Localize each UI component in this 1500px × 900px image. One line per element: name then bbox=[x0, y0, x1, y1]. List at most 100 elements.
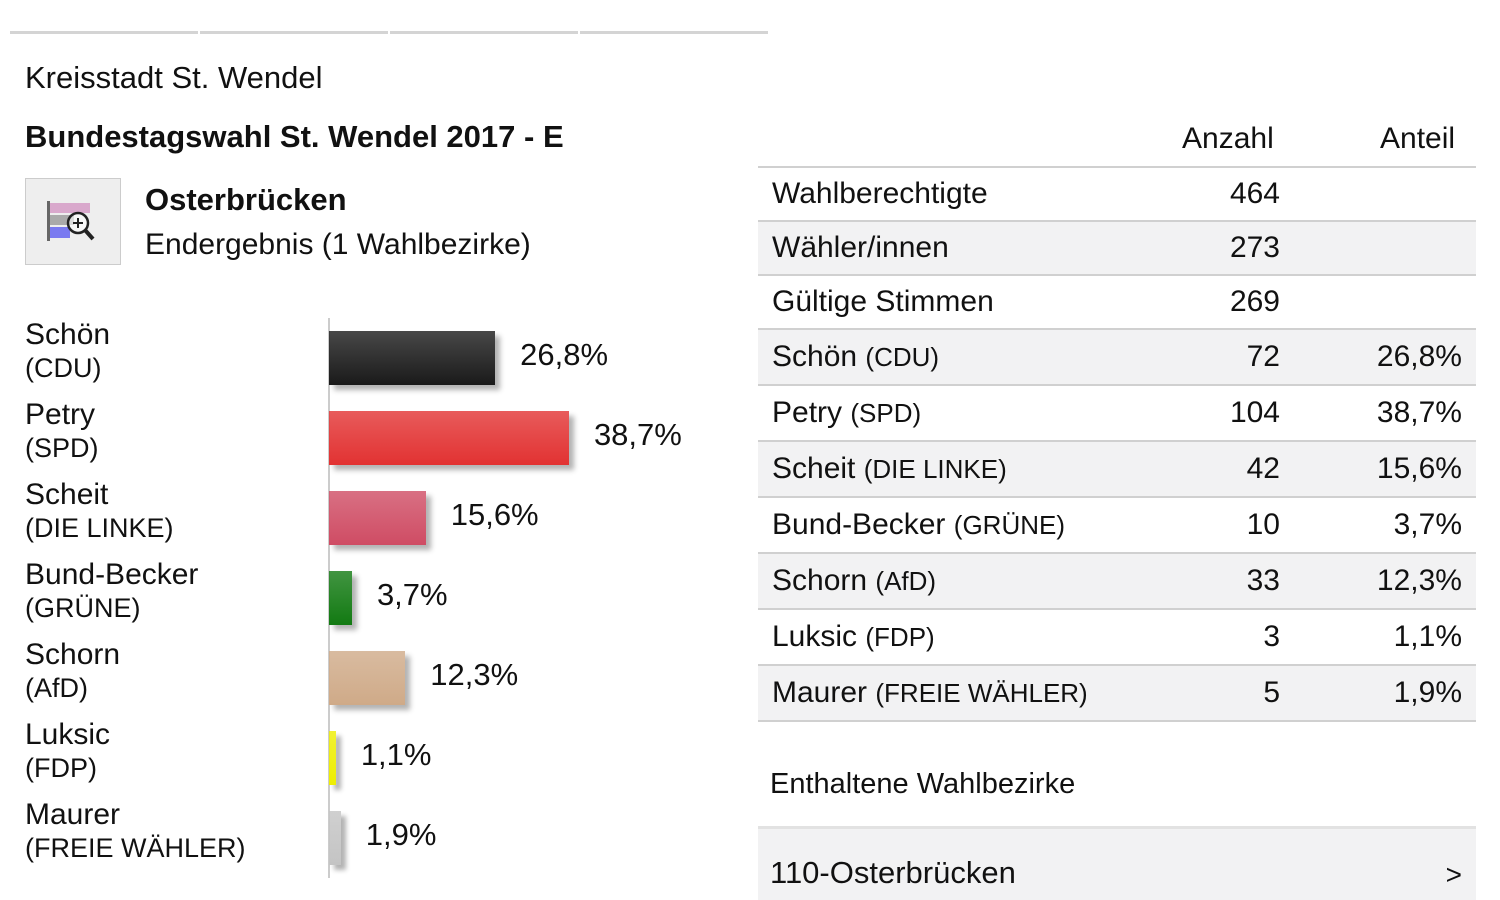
data-label: 12,3% bbox=[430, 657, 519, 692]
row-share: 1,9% bbox=[1393, 676, 1462, 709]
row-party: (GRÜNE) bbox=[953, 510, 1065, 540]
candidate-label: Schorn (AfD) bbox=[25, 638, 120, 704]
candidate-label: Scheit (DIE LINKE) bbox=[25, 478, 174, 544]
row-share: 26,8% bbox=[1376, 340, 1462, 373]
candidate-name: Maurer bbox=[25, 798, 121, 831]
row-name: Maurer (FREIE WÄHLER) bbox=[772, 676, 1088, 710]
row-count: 273 bbox=[1229, 231, 1280, 264]
row-count: 33 bbox=[1246, 564, 1280, 597]
row-label: Bund-Becker bbox=[772, 508, 946, 541]
row-party: (FREIE WÄHLER) bbox=[875, 678, 1088, 708]
bar bbox=[329, 811, 341, 865]
row-count: 42 bbox=[1246, 452, 1280, 485]
candidate-party: (CDU) bbox=[25, 353, 102, 383]
candidate-party: (FREIE WÄHLER) bbox=[25, 833, 246, 863]
row-name: Luksic (FDP) bbox=[772, 620, 935, 654]
data-label: 38,7% bbox=[593, 417, 682, 452]
row-name: Schön (CDU) bbox=[772, 340, 939, 374]
tab[interactable] bbox=[200, 31, 388, 34]
row-count: 104 bbox=[1229, 396, 1280, 429]
row-share: 38,7% bbox=[1376, 396, 1462, 429]
candidate-name: Petry bbox=[25, 398, 96, 431]
tab[interactable] bbox=[580, 31, 768, 34]
data-label: 15,6% bbox=[450, 497, 539, 532]
row-share: 1,1% bbox=[1393, 620, 1462, 653]
election-title: Bundestagswahl St. Wendel 2017 - E bbox=[25, 119, 564, 154]
districts-title: Enthaltene Wahlbezirke bbox=[770, 768, 1076, 800]
header-share: Anteil bbox=[1380, 122, 1456, 155]
data-label: 1,1% bbox=[360, 737, 432, 772]
row-label: Scheit bbox=[772, 452, 856, 485]
row-share: 3,7% bbox=[1393, 508, 1462, 541]
row-count: 10 bbox=[1246, 508, 1280, 541]
bar bbox=[329, 411, 569, 465]
candidate-label: Bund-Becker (GRÜNE) bbox=[25, 558, 198, 624]
bar bbox=[329, 731, 336, 785]
candidate-party: (GRÜNE) bbox=[25, 593, 141, 623]
row-label: Maurer bbox=[772, 676, 868, 709]
zoom-chart-button[interactable] bbox=[25, 178, 121, 265]
divider bbox=[758, 166, 1476, 168]
candidate-name: Schorn bbox=[25, 638, 121, 671]
row-label: Luksic bbox=[772, 620, 858, 653]
row-label: Wähler/innen bbox=[772, 231, 949, 264]
row-party: (FDP) bbox=[865, 622, 935, 652]
row-share: 15,6% bbox=[1376, 452, 1462, 485]
table-row: Schorn (AfD) 33 12,3% bbox=[758, 554, 1476, 610]
table-row: Wahlberechtigte 464 bbox=[758, 168, 1476, 222]
candidate-party: (SPD) bbox=[25, 433, 99, 463]
table-row: Wähler/innen 273 bbox=[758, 222, 1476, 276]
row-party: (SPD) bbox=[850, 398, 922, 428]
row-label: Gültige Stimmen bbox=[772, 285, 994, 318]
row-label: Petry bbox=[772, 396, 843, 429]
row-name: Wähler/innen bbox=[772, 231, 949, 265]
result-status: Endergebnis (1 Wahlbezirke) bbox=[145, 228, 531, 261]
table-row: Bund-Becker (GRÜNE) 10 3,7% bbox=[758, 498, 1476, 554]
row-count: 269 bbox=[1229, 285, 1280, 318]
candidate-party: (AfD) bbox=[25, 673, 88, 703]
row-party: (DIE LINKE) bbox=[863, 454, 1007, 484]
row-party: (AfD) bbox=[875, 566, 937, 596]
candidate-party: (DIE LINKE) bbox=[25, 513, 174, 543]
chevron-right-icon: > bbox=[1445, 859, 1462, 890]
row-name: Wahlberechtigte bbox=[772, 177, 988, 211]
candidate-name: Scheit bbox=[25, 478, 109, 511]
candidate-party: (FDP) bbox=[25, 753, 97, 783]
candidate-label: Luksic (FDP) bbox=[25, 718, 110, 784]
row-count: 464 bbox=[1229, 177, 1280, 210]
data-label: 3,7% bbox=[376, 577, 448, 612]
row-share: 12,3% bbox=[1376, 564, 1462, 597]
candidate-label: Schön (CDU) bbox=[25, 318, 110, 384]
row-count: 3 bbox=[1263, 620, 1280, 653]
bar bbox=[329, 491, 426, 545]
row-count: 5 bbox=[1263, 676, 1280, 709]
district-name: Osterbrücken bbox=[145, 182, 347, 217]
candidate-name: Luksic bbox=[25, 718, 111, 751]
bar bbox=[329, 651, 406, 705]
row-count: 72 bbox=[1246, 340, 1280, 373]
data-label: 1,9% bbox=[365, 817, 437, 852]
table-row: Petry (SPD) 104 38,7% bbox=[758, 386, 1476, 442]
row-label: Schorn bbox=[772, 564, 868, 597]
row-name: Bund-Becker (GRÜNE) bbox=[772, 508, 1065, 542]
tab-bar[interactable] bbox=[10, 31, 768, 34]
district-label: 110-Osterbrücken bbox=[770, 855, 1016, 890]
tab[interactable] bbox=[10, 31, 198, 34]
tab[interactable] bbox=[390, 31, 578, 34]
row-label: Schön bbox=[772, 340, 858, 373]
table-row: Maurer (FREIE WÄHLER) 5 1,9% bbox=[758, 666, 1476, 722]
district-list-item[interactable]: 110-Osterbrücken > bbox=[758, 826, 1476, 900]
row-name: Schorn (AfD) bbox=[772, 564, 936, 598]
table-row: Luksic (FDP) 3 1,1% bbox=[758, 610, 1476, 666]
candidate-name: Bund-Becker bbox=[25, 558, 199, 591]
row-name: Gültige Stimmen bbox=[772, 285, 994, 319]
candidate-label: Petry (SPD) bbox=[25, 398, 99, 464]
table-row: Gültige Stimmen 269 bbox=[758, 276, 1476, 330]
table-row: Schön (CDU) 72 26,8% bbox=[758, 330, 1476, 386]
chart-zoom-icon bbox=[47, 201, 95, 241]
header-count: Anzahl bbox=[1182, 122, 1274, 155]
candidate-name: Schön bbox=[25, 318, 111, 351]
city-name: Kreisstadt St. Wendel bbox=[25, 60, 323, 95]
bar bbox=[329, 331, 496, 385]
row-name: Scheit (DIE LINKE) bbox=[772, 452, 1007, 486]
